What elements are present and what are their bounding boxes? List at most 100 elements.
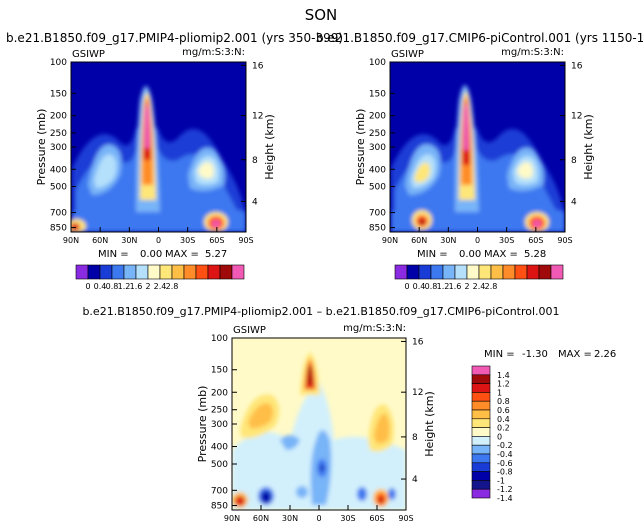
y-tick-label: 150 <box>369 89 386 99</box>
y-tick-label: 500 <box>369 183 386 193</box>
colorbar-label: 0 <box>85 282 90 291</box>
colorbar-label: 0.4 <box>413 282 426 291</box>
colorbar-label: -1.2 <box>497 485 513 494</box>
panel-2-max-label: MAX = <box>484 249 518 260</box>
y-tick-label: 250 <box>211 406 228 416</box>
y-tick-label: 200 <box>369 112 386 122</box>
panel-1-min-label: MIN = <box>98 249 129 260</box>
x-tick-label: 0 <box>475 236 480 245</box>
colorbar-swatch <box>183 264 197 280</box>
panel-1-field <box>71 62 246 232</box>
y2-axis-title: Height (km) <box>263 114 276 180</box>
y-tick-label: 100 <box>369 58 386 68</box>
colorbar-label: 2.8 <box>485 282 498 291</box>
colorbar-swatch <box>159 264 173 280</box>
y-tick-label: 300 <box>211 420 228 430</box>
panel-2-min-label: MIN = <box>417 249 448 260</box>
x-tick-label: 30N <box>282 514 298 523</box>
y-axis-title: Pressure (mb) <box>354 109 367 186</box>
colorbar-label: 1.6 <box>449 282 462 291</box>
colorbar-swatch <box>471 427 491 437</box>
colorbar-swatch <box>418 264 432 280</box>
colorbar-swatch <box>471 409 491 420</box>
colorbar-swatch <box>526 264 540 280</box>
y2-tick-label: 4 <box>571 197 577 207</box>
colorbar-swatch <box>514 264 528 280</box>
colorbar-swatch <box>471 471 491 481</box>
colorbar-swatch <box>471 453 491 464</box>
y2-axis-title: Height (km) <box>423 391 436 457</box>
colorbar-label: 1.4 <box>497 371 510 380</box>
colorbar-label: 0 <box>497 432 502 441</box>
colorbar-swatch <box>490 264 504 280</box>
y2-tick-label: 8 <box>571 156 577 166</box>
y2-tick-label: 8 <box>412 433 418 443</box>
colorbar-swatch <box>471 365 491 376</box>
panel-3-min-label: MIN = <box>484 349 515 360</box>
y-tick-label: 500 <box>211 460 228 470</box>
colorbar-swatch <box>454 264 468 280</box>
panel-2: GSIWP mg/m:S:3:N: <box>354 47 595 291</box>
y-axis-title: Pressure (mb) <box>196 386 209 463</box>
colorbar-label: 2.8 <box>166 282 179 291</box>
x-tick-label: 90S <box>557 236 572 245</box>
colorbar-swatch <box>219 264 233 280</box>
colorbar-swatch <box>406 264 420 280</box>
y-tick-label: 500 <box>50 183 67 193</box>
y-tick-label: 300 <box>50 143 67 153</box>
y-tick-label: 200 <box>211 388 228 398</box>
colorbar-label: 1 <box>497 388 502 397</box>
y-tick-label: 850 <box>211 502 228 512</box>
colorbar-swatch <box>394 264 408 280</box>
colorbar-swatch <box>135 264 149 280</box>
colorbar-swatch <box>207 264 221 280</box>
y2-tick-label: 8 <box>252 156 258 166</box>
x-tick-label: 0 <box>156 236 161 245</box>
x-tick-label: 90S <box>238 236 253 245</box>
y-tick-label: 250 <box>369 129 386 139</box>
y-axis-title: Pressure (mb) <box>35 109 48 186</box>
y-tick-label: 700 <box>211 486 228 496</box>
y2-tick-label: 4 <box>252 197 258 207</box>
colorbar-swatch <box>471 480 491 490</box>
x-tick-label: 90N <box>382 236 398 245</box>
panel-3-axes: 100 150 200 250 300 400 500 700 850 90N 60N 30N 0 30S… <box>196 334 436 523</box>
x-tick-label: 0 <box>316 514 321 523</box>
panel-2-min-value: 0.00 <box>459 249 481 260</box>
colorbar-label: -1 <box>497 476 505 485</box>
y-tick-label: 850 <box>369 224 386 234</box>
colorbar-swatch <box>231 264 245 280</box>
x-tick-label: 30S <box>340 514 355 523</box>
y-tick-label: 400 <box>50 165 67 175</box>
y-tick-label: 100 <box>50 58 67 68</box>
colorbar-label: 2 <box>145 282 150 291</box>
colorbar-label: -0.2 <box>497 441 513 450</box>
colorbar-label: 1.6 <box>130 282 143 291</box>
x-tick-label: 60S <box>528 236 543 245</box>
x-tick-label: 60N <box>253 514 269 523</box>
y-tick-label: 700 <box>369 209 386 219</box>
panel-3-min-value: -1.30 <box>522 349 548 360</box>
panel-3-max-label: MAX = <box>558 349 592 360</box>
y-tick-label: 250 <box>50 129 67 139</box>
panel-3-colorbar: 1.41.210.80.60.40.20-0.2-0.4-0.6-0.8-1-1… <box>471 365 513 503</box>
colorbar-label: 1.2 <box>497 380 510 389</box>
colorbar-swatch <box>471 383 491 393</box>
panel-3-units-label: mg/m:S:3:N: <box>343 323 406 334</box>
panel-1-max-value: 5.27 <box>205 249 227 260</box>
y-tick-label: 300 <box>369 143 386 153</box>
panel-2-units-label: mg/m:S:3:N: <box>501 47 564 58</box>
panel-1-axes: 100 150 200 250 300 400 500 700 850 90N 60N 30N 0 30S… <box>35 58 276 245</box>
panel-2-max-value: 5.28 <box>524 249 546 260</box>
colorbar-label: 0.4 <box>94 282 107 291</box>
x-tick-label: 60N <box>411 236 427 245</box>
y-tick-label: 100 <box>211 334 228 344</box>
x-tick-label: 60N <box>92 236 108 245</box>
y-tick-label: 400 <box>211 443 228 453</box>
colorbar-swatch <box>550 264 564 280</box>
panel-1-var-label: GSIWP <box>72 49 105 60</box>
page-title: SON <box>305 6 338 24</box>
y2-tick-label: 12 <box>252 112 263 122</box>
colorbar-swatch <box>471 418 491 428</box>
